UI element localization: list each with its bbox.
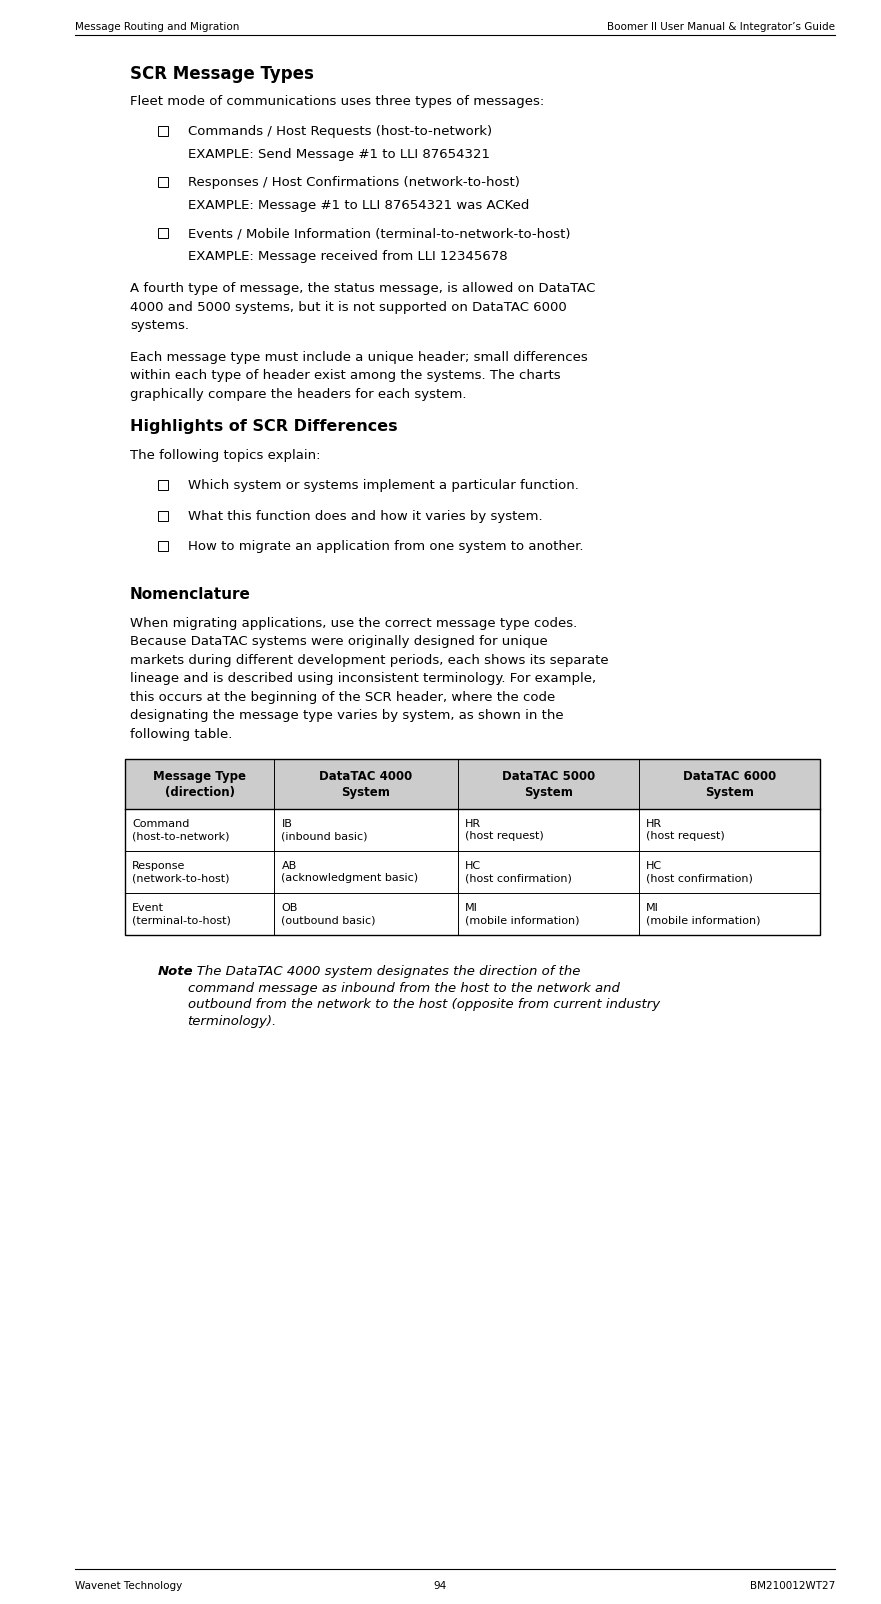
Text: The following topics explain:: The following topics explain: [130, 449, 321, 462]
Text: BM210012WT27: BM210012WT27 [750, 1582, 835, 1591]
Text: 94: 94 [433, 1582, 448, 1591]
Text: : The DataTAC 4000 system designates the direction of the
command message as inb: : The DataTAC 4000 system designates the… [188, 966, 660, 1028]
Text: Boomer II User Manual & Integrator’s Guide: Boomer II User Manual & Integrator’s Gui… [607, 22, 835, 32]
Text: SCR Message Types: SCR Message Types [130, 66, 314, 83]
Text: 4000 and 5000 systems, but it is not supported on DataTAC 6000: 4000 and 5000 systems, but it is not sup… [130, 300, 566, 313]
Text: Wavenet Technology: Wavenet Technology [75, 1582, 182, 1591]
Text: HC
(host confirmation): HC (host confirmation) [646, 861, 752, 882]
Text: MI
(mobile information): MI (mobile information) [464, 903, 579, 926]
Text: EXAMPLE: Message received from LLI 12345678: EXAMPLE: Message received from LLI 12345… [188, 250, 507, 263]
Text: HR
(host request): HR (host request) [464, 820, 544, 840]
Text: systems.: systems. [130, 319, 189, 332]
Text: AB
(acknowledgment basic): AB (acknowledgment basic) [281, 861, 418, 882]
Text: DataTAC 4000
System: DataTAC 4000 System [319, 770, 412, 799]
Text: HR
(host request): HR (host request) [646, 820, 724, 840]
Text: Nomenclature: Nomenclature [130, 587, 251, 602]
Text: OB
(outbound basic): OB (outbound basic) [281, 903, 376, 926]
Text: IB
(inbound basic): IB (inbound basic) [281, 820, 368, 840]
Text: following table.: following table. [130, 728, 233, 741]
Bar [158, 228, 168, 237]
Text: lineage and is described using inconsistent terminology. For example,: lineage and is described using inconsist… [130, 672, 596, 685]
Text: What this function does and how it varies by system.: What this function does and how it varie… [188, 510, 543, 523]
Text: HC
(host confirmation): HC (host confirmation) [464, 861, 572, 882]
Text: Commands / Host Requests (host-to-network): Commands / Host Requests (host-to-networ… [188, 125, 492, 138]
Text: Response
(network-to-host): Response (network-to-host) [132, 861, 229, 882]
Text: within each type of header exist among the systems. The charts: within each type of header exist among t… [130, 369, 560, 382]
Text: Event
(terminal-to-host): Event (terminal-to-host) [132, 903, 231, 926]
Text: markets during different development periods, each shows its separate: markets during different development per… [130, 653, 609, 667]
Text: Events / Mobile Information (terminal-to-network-to-host): Events / Mobile Information (terminal-to… [188, 228, 571, 241]
Text: this occurs at the beginning of the SCR header, where the code: this occurs at the beginning of the SCR … [130, 690, 555, 704]
Text: Each message type must include a unique header; small differences: Each message type must include a unique … [130, 351, 588, 364]
Text: Responses / Host Confirmations (network-to-host): Responses / Host Confirmations (network-… [188, 176, 520, 189]
Bar [125, 759, 820, 808]
Bar [158, 541, 168, 552]
Text: graphically compare the headers for each system.: graphically compare the headers for each… [130, 388, 467, 401]
Text: Message Type
(direction): Message Type (direction) [153, 770, 246, 799]
Text: Because DataTAC systems were originally designed for unique: Because DataTAC systems were originally … [130, 635, 548, 648]
Text: MI
(mobile information): MI (mobile information) [646, 903, 760, 926]
Text: EXAMPLE: Message #1 to LLI 87654321 was ACKed: EXAMPLE: Message #1 to LLI 87654321 was … [188, 199, 529, 212]
Text: When migrating applications, use the correct message type codes.: When migrating applications, use the cor… [130, 616, 577, 629]
Text: DataTAC 5000
System: DataTAC 5000 System [501, 770, 595, 799]
Bar [125, 759, 820, 935]
Text: Highlights of SCR Differences: Highlights of SCR Differences [130, 419, 397, 435]
Bar [158, 127, 168, 136]
Bar [158, 510, 168, 521]
Bar [158, 176, 168, 188]
Text: Fleet mode of communications uses three types of messages:: Fleet mode of communications uses three … [130, 95, 544, 107]
Text: EXAMPLE: Send Message #1 to LLI 87654321: EXAMPLE: Send Message #1 to LLI 87654321 [188, 148, 490, 160]
Text: DataTAC 6000
System: DataTAC 6000 System [683, 770, 776, 799]
Bar [158, 480, 168, 489]
Text: Command
(host-to-network): Command (host-to-network) [132, 820, 229, 840]
Text: A fourth type of message, the status message, is allowed on DataTAC: A fourth type of message, the status mes… [130, 282, 596, 295]
Text: Which system or systems implement a particular function.: Which system or systems implement a part… [188, 480, 579, 492]
Text: Message Routing and Migration: Message Routing and Migration [75, 22, 240, 32]
Text: How to migrate an application from one system to another.: How to migrate an application from one s… [188, 541, 583, 553]
Text: designating the message type varies by system, as shown in the: designating the message type varies by s… [130, 709, 564, 722]
Text: Note: Note [158, 966, 194, 978]
